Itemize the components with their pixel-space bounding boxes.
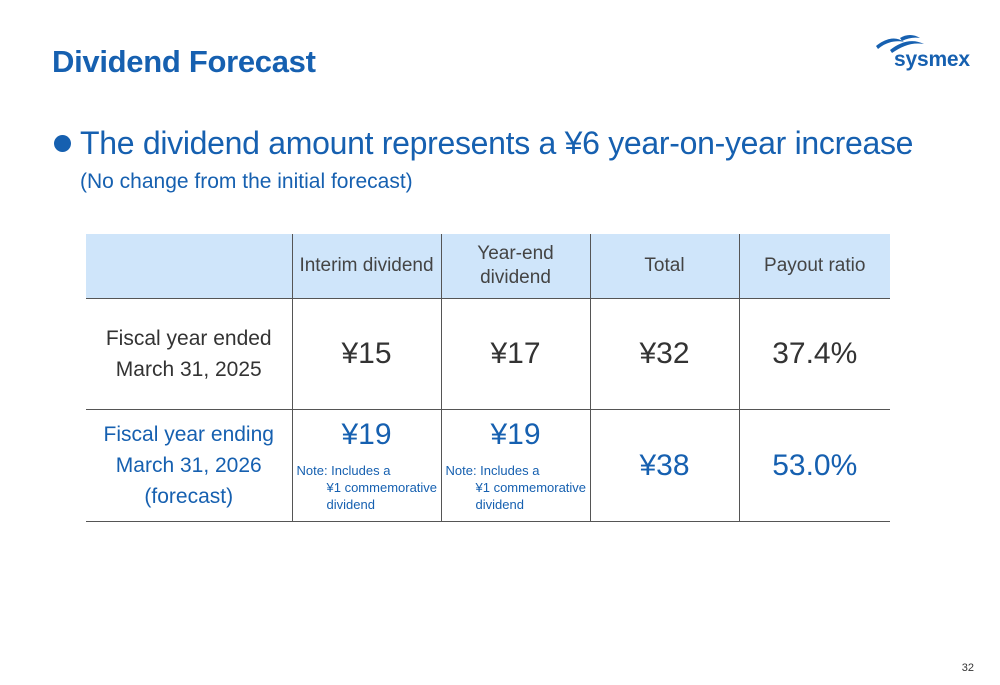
year-end-value: ¥17	[440, 298, 590, 410]
row-label: Fiscal year ending March 31, 2026 (forecas…	[86, 409, 292, 522]
header-blank	[86, 234, 292, 299]
note-line: Note: Includes a	[445, 463, 540, 478]
note-line: dividend	[475, 497, 524, 512]
table-row: Fiscal year ending March 31, 2026 (forecas…	[86, 409, 890, 522]
headline: The dividend amount represents a ¥6 year…	[80, 125, 914, 161]
note-line: dividend	[326, 497, 375, 512]
interim-cell: ¥19 Note: Includes a ¥1 commemorative di…	[291, 409, 441, 522]
bullet-icon	[54, 135, 71, 152]
total-value: ¥32	[589, 298, 739, 410]
interim-value: ¥19	[341, 418, 392, 451]
note-line: ¥1 commemorative	[326, 480, 438, 495]
interim-note: Note: Includes a ¥1 commemorative divide…	[297, 462, 438, 513]
logo-text: sysmex	[894, 48, 970, 71]
text-line: dividend	[480, 267, 551, 288]
text-line: Year-end	[477, 243, 554, 264]
header-year-end: Year-end dividend	[440, 234, 590, 299]
interim-value: ¥15	[291, 298, 441, 410]
sysmex-logo-mark-icon	[876, 35, 924, 53]
dividend-table: Interim dividend Year-end dividend Total …	[86, 234, 890, 522]
subline: (No change from the initial forecast)	[80, 170, 413, 193]
payout-value: 37.4%	[738, 298, 890, 410]
header-payout: Payout ratio	[738, 234, 890, 299]
text-line: Fiscal year ending	[103, 423, 274, 446]
payout-value: 53.0%	[738, 409, 890, 522]
text-line: (forecast)	[144, 485, 234, 508]
header-total: Total	[589, 234, 739, 299]
year-end-cell: ¥19 Note: Includes a ¥1 commemorative di…	[440, 409, 590, 522]
table-header-row: Interim dividend Year-end dividend Total …	[86, 234, 890, 299]
total-value: ¥38	[589, 409, 739, 522]
note-line: Note: Includes a	[296, 463, 391, 478]
table-row: Fiscal year ended March 31, 2025 ¥15 ¥17 …	[86, 298, 890, 410]
year-end-value: ¥19	[490, 418, 541, 451]
header-interim: Interim dividend	[291, 234, 441, 299]
row-label: Fiscal year ended March 31, 2025	[86, 298, 292, 410]
text-line: Fiscal year ended	[105, 327, 272, 350]
page-number: 32	[961, 662, 974, 674]
sysmex-logo: sysmex	[868, 32, 978, 76]
text-line: March 31, 2025	[115, 358, 262, 381]
text-line: March 31, 2026	[115, 454, 262, 477]
note-line: ¥1 commemorative	[475, 480, 587, 495]
year-end-note: Note: Includes a ¥1 commemorative divide…	[446, 462, 587, 513]
page-title: Dividend Forecast	[52, 44, 316, 79]
